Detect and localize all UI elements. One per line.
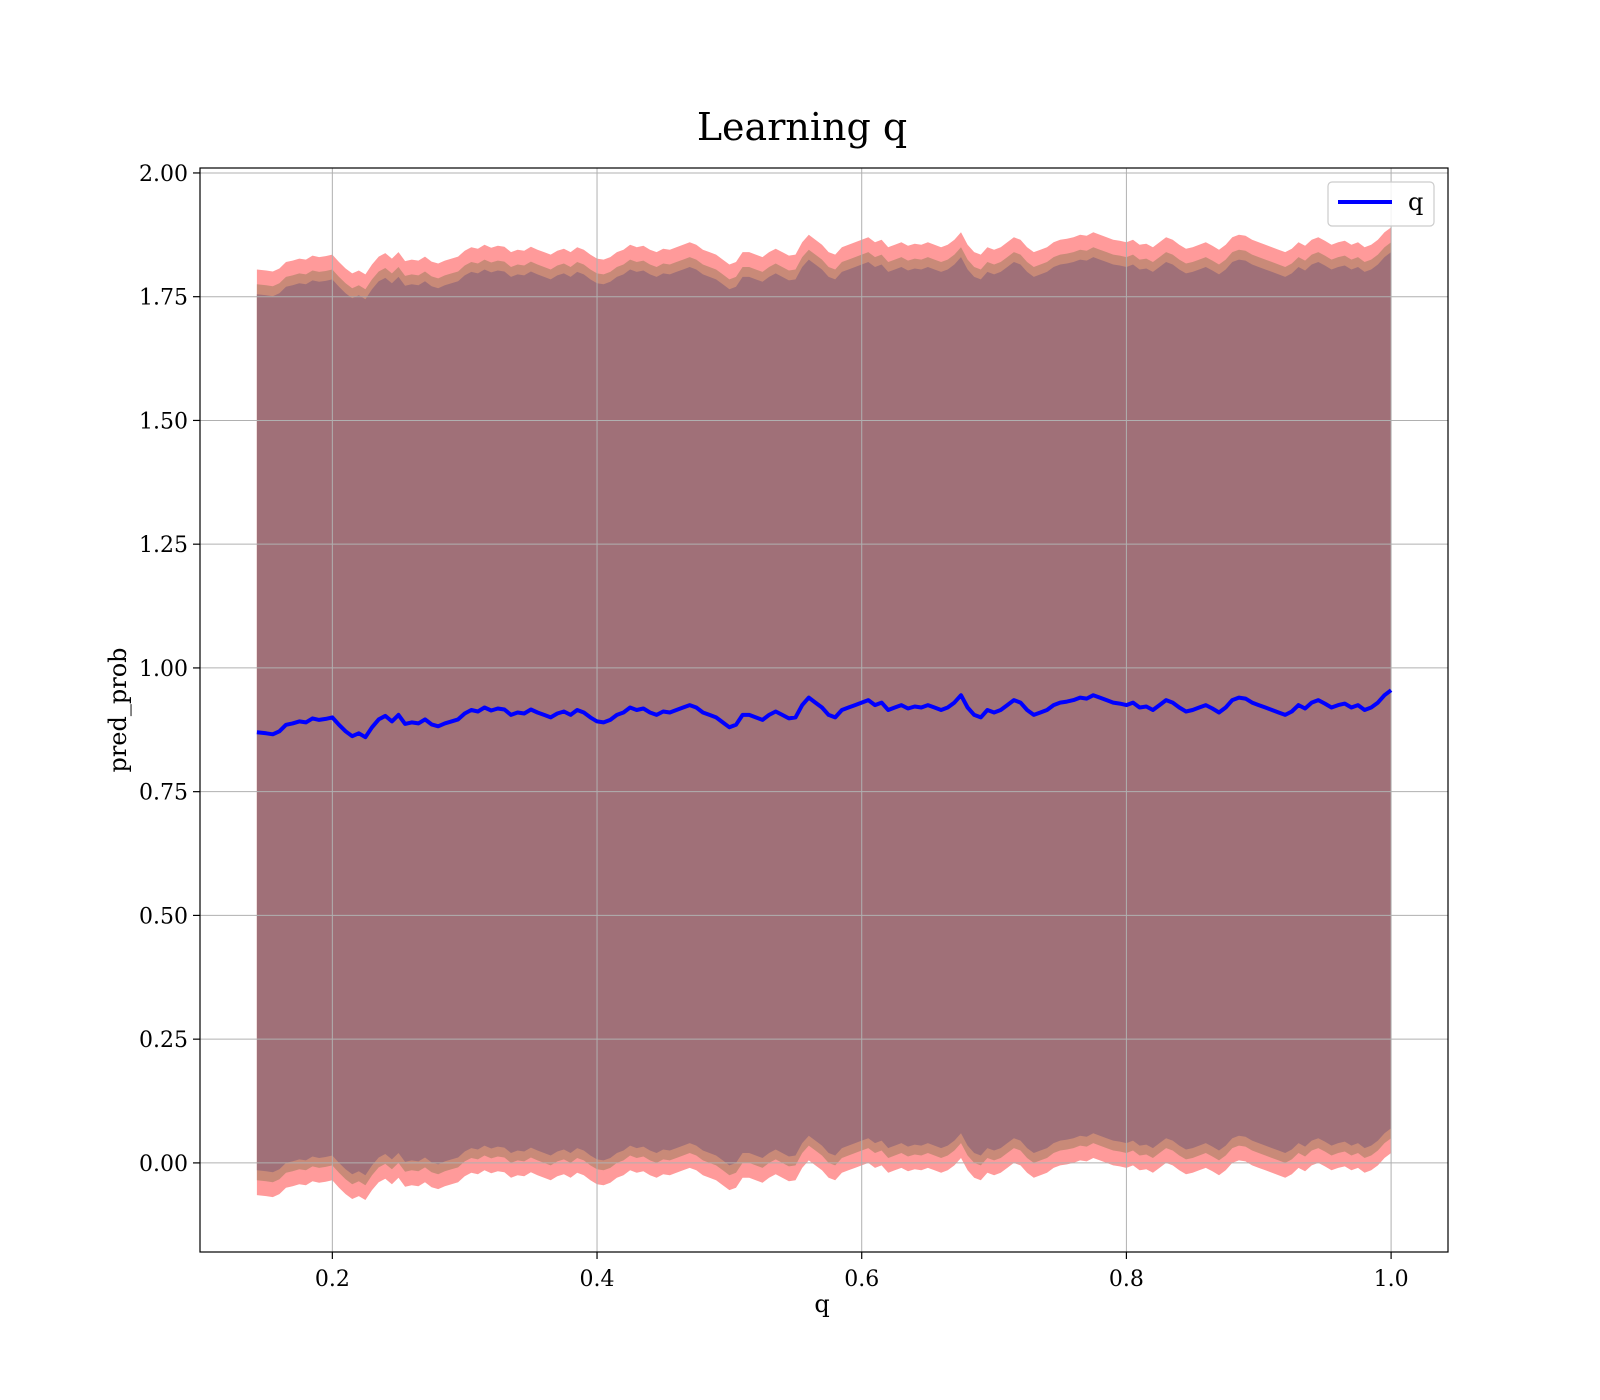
- grid-lines: [200, 168, 1448, 1252]
- band-inner: [256, 252, 1392, 1176]
- y-tick-label: 0.00: [139, 1152, 188, 1177]
- x-tick-label: 0.6: [844, 1267, 879, 1292]
- x-tick-label: 1.0: [1374, 1267, 1409, 1292]
- y-tick-label: 1.75: [139, 286, 188, 311]
- y-axis-label: pred_prob: [104, 647, 132, 772]
- legend: q: [1327, 181, 1435, 227]
- y-axis-ticks: 0.00 0.25 0.50 0.75 1.00 1.25 1.50 1.75 2.00: [139, 162, 200, 1177]
- y-tick-label: 1.00: [139, 657, 188, 682]
- y-tick-label: 0.75: [139, 781, 188, 806]
- chart-title: Learning q: [697, 105, 907, 149]
- y-tick-label: 2.00: [139, 162, 188, 187]
- x-axis-label: q: [814, 1290, 829, 1318]
- x-tick-label: 0.8: [1109, 1267, 1144, 1292]
- plot-area-frame: [199, 167, 1449, 1253]
- legend-label-q: q: [1408, 188, 1423, 216]
- x-tick-label: 0.2: [315, 1267, 350, 1292]
- series-line-q: [256, 688, 1393, 740]
- confidence-bands: [256, 227, 1392, 1200]
- y-tick-label: 1.50: [139, 409, 188, 434]
- y-tick-label: 0.50: [139, 904, 188, 929]
- y-tick-label: 1.25: [139, 533, 188, 558]
- x-tick-label: 0.4: [580, 1267, 615, 1292]
- x-axis-ticks: 0.2 0.4 0.6 0.8 1.0: [315, 1252, 1409, 1292]
- y-tick-label: 0.25: [139, 1028, 188, 1053]
